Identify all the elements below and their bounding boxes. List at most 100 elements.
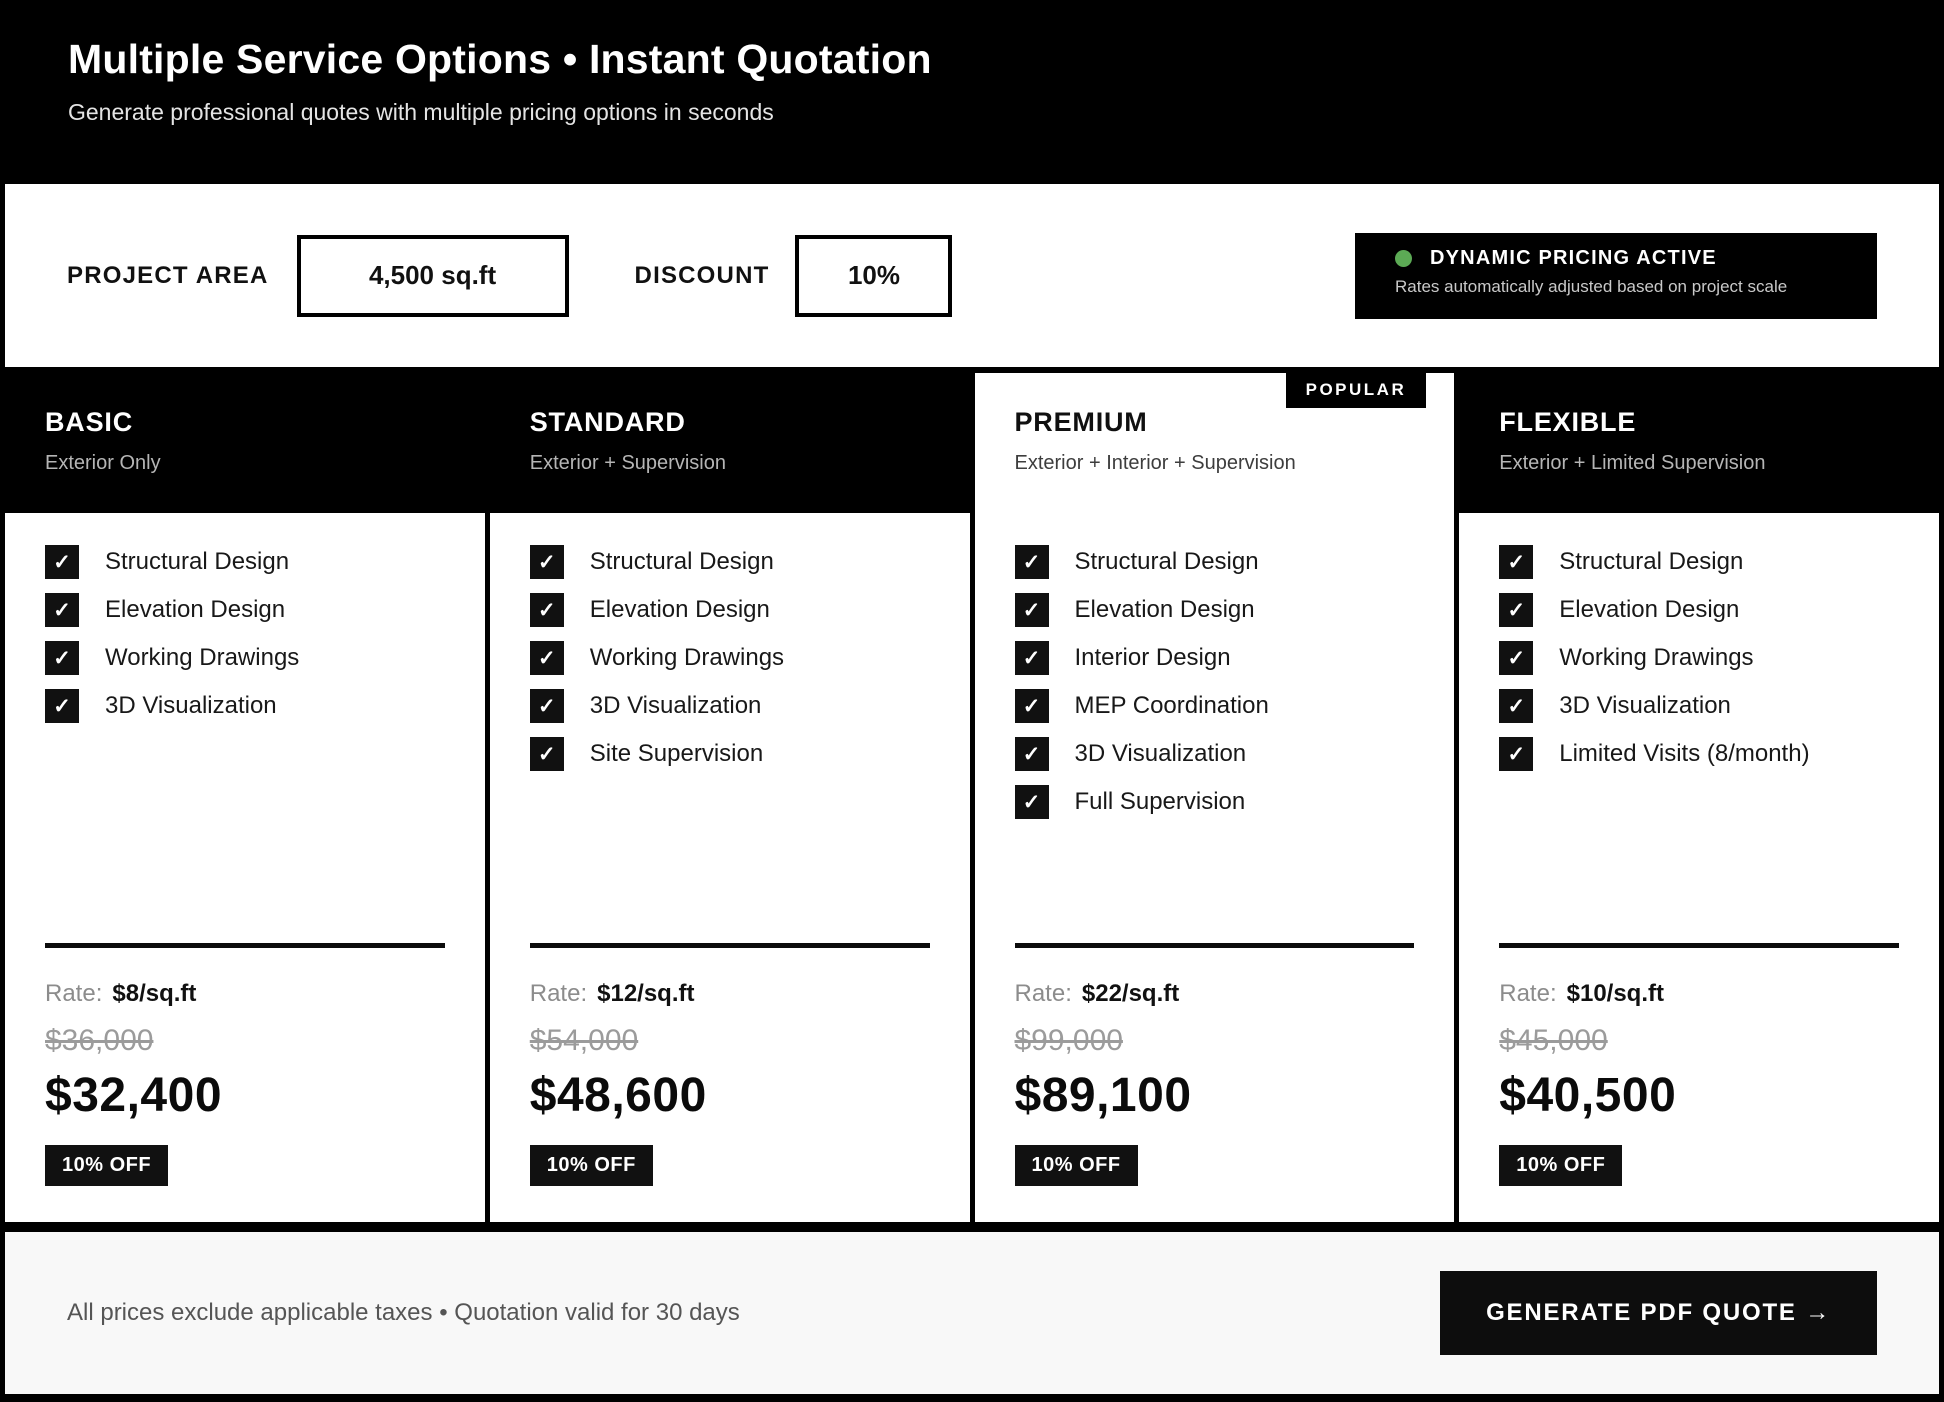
rate-label: Rate: bbox=[529, 980, 588, 1007]
feature-list: ✓ Structural Design ✓ Elevation Design ✓… bbox=[1499, 545, 1899, 785]
original-price: $99,000 bbox=[1014, 1024, 1123, 1057]
feature-label: Full Supervision bbox=[1074, 788, 1246, 815]
footer-note: All prices exclude applicable taxes • Qu… bbox=[67, 1299, 740, 1326]
divider bbox=[1499, 943, 1899, 948]
discounted-price: $32,400 bbox=[45, 1069, 223, 1122]
checkbox-checked-icon[interactable]: ✓ bbox=[529, 545, 564, 579]
rate-line: Rate: $10/sq.ft bbox=[1499, 980, 1899, 1008]
plan-title: STANDARD bbox=[529, 407, 686, 437]
checkbox-checked-icon[interactable]: ✓ bbox=[1014, 785, 1049, 819]
rate-value: $12/sq.ft bbox=[597, 980, 695, 1007]
feature-row: ✓ Working Drawings bbox=[529, 641, 930, 675]
plan-header: STANDARD Exterior + Supervision bbox=[490, 373, 970, 513]
checkbox-checked-icon[interactable]: ✓ bbox=[529, 641, 564, 675]
feature-row: ✓ Structural Design bbox=[1014, 545, 1415, 579]
feature-label: 3D Visualization bbox=[105, 692, 277, 719]
feature-label: 3D Visualization bbox=[1559, 692, 1731, 719]
plan-body: ✓ Structural Design ✓ Elevation Design ✓… bbox=[974, 513, 1455, 1222]
footer-bar: All prices exclude applicable taxes • Qu… bbox=[5, 1232, 1939, 1394]
feature-row: ✓ 3D Visualization bbox=[1014, 737, 1415, 771]
spacer bbox=[530, 785, 930, 943]
feature-row: ✓ Structural Design bbox=[529, 545, 930, 579]
rate-label: Rate: bbox=[1014, 980, 1072, 1007]
checkbox-checked-icon[interactable]: ✓ bbox=[1499, 593, 1534, 627]
discounted-price: $89,100 bbox=[1014, 1069, 1192, 1122]
dynamic-pricing-subtitle: Rates automatically adjusted based on pr… bbox=[1395, 276, 1788, 296]
feature-row: ✓ 3D Visualization bbox=[1499, 689, 1899, 723]
checkbox-checked-icon[interactable]: ✓ bbox=[1499, 641, 1534, 675]
feature-label: Elevation Design bbox=[589, 596, 770, 623]
feature-row: ✓ 3D Visualization bbox=[529, 689, 930, 723]
checkbox-checked-icon[interactable]: ✓ bbox=[529, 689, 564, 723]
feature-list: ✓ Structural Design ✓ Elevation Design ✓… bbox=[45, 545, 445, 737]
divider bbox=[529, 943, 930, 948]
feature-row: ✓ Elevation Design bbox=[1499, 593, 1899, 627]
checkbox-checked-icon[interactable]: ✓ bbox=[1499, 689, 1534, 723]
feature-label: Working Drawings bbox=[589, 644, 785, 671]
feature-row: ✓ Elevation Design bbox=[45, 593, 445, 627]
feature-label: MEP Coordination bbox=[1074, 692, 1269, 719]
feature-row: ✓ Full Supervision bbox=[1014, 785, 1415, 819]
feature-row: ✓ Interior Design bbox=[1014, 641, 1415, 675]
generate-pdf-quote-button[interactable]: GENERATE PDF QUOTE → bbox=[1440, 1271, 1877, 1355]
spacer bbox=[1499, 785, 1899, 943]
project-area-input[interactable] bbox=[296, 234, 569, 317]
plan-column-premium[interactable]: POPULAR PREMIUM Exterior + Interior + Su… bbox=[974, 373, 1455, 1222]
discounted-price: $48,600 bbox=[529, 1069, 707, 1122]
checkbox-checked-icon[interactable]: ✓ bbox=[1014, 641, 1049, 675]
checkbox-checked-icon[interactable]: ✓ bbox=[1499, 545, 1534, 579]
discount-off-badge: 10% OFF bbox=[1014, 1145, 1138, 1186]
discount-off-badge: 10% OFF bbox=[1499, 1145, 1623, 1186]
discount-input[interactable] bbox=[795, 234, 953, 317]
feature-row: ✓ Site Supervision bbox=[529, 737, 930, 771]
plan-title: BASIC bbox=[45, 407, 134, 437]
feature-row: ✓ MEP Coordination bbox=[1014, 689, 1415, 723]
checkbox-checked-icon[interactable]: ✓ bbox=[1014, 593, 1049, 627]
feature-label: 3D Visualization bbox=[1074, 740, 1247, 767]
feature-label: Site Supervision bbox=[589, 740, 764, 767]
checkbox-checked-icon[interactable]: ✓ bbox=[1499, 737, 1534, 771]
plan-subtitle: Exterior + Interior + Supervision bbox=[1014, 452, 1296, 474]
plan-body: ✓ Structural Design ✓ Elevation Design ✓… bbox=[5, 513, 485, 1222]
divider bbox=[45, 943, 445, 948]
spacer bbox=[45, 737, 445, 943]
plan-title: PREMIUM bbox=[1014, 407, 1148, 437]
checkbox-checked-icon[interactable]: ✓ bbox=[1014, 689, 1049, 723]
rate-line: Rate: $12/sq.ft bbox=[530, 980, 930, 1008]
plan-subtitle: Exterior + Supervision bbox=[529, 452, 726, 474]
page-header: Multiple Service Options • Instant Quota… bbox=[0, 0, 1944, 184]
status-dot-icon bbox=[1395, 249, 1412, 267]
checkbox-checked-icon[interactable]: ✓ bbox=[45, 641, 79, 675]
rate-value: $22/sq.ft bbox=[1081, 980, 1180, 1007]
feature-row: ✓ Structural Design bbox=[45, 545, 445, 579]
rate-label: Rate: bbox=[45, 980, 103, 1007]
feature-list: ✓ Structural Design ✓ Elevation Design ✓… bbox=[529, 545, 930, 785]
page-title: Multiple Service Options • Instant Quota… bbox=[68, 36, 932, 82]
feature-row: ✓ Elevation Design bbox=[529, 593, 930, 627]
feature-row: ✓ 3D Visualization bbox=[45, 689, 445, 723]
checkbox-checked-icon[interactable]: ✓ bbox=[45, 689, 79, 723]
project-area-label: PROJECT AREA bbox=[67, 261, 269, 289]
plan-column-basic[interactable]: BASIC Exterior Only ✓ Structural Design … bbox=[5, 373, 485, 1222]
feature-label: Structural Design bbox=[1074, 548, 1259, 575]
checkbox-checked-icon[interactable]: ✓ bbox=[529, 593, 564, 627]
original-price: $54,000 bbox=[529, 1024, 639, 1057]
popular-badge: POPULAR bbox=[1285, 373, 1427, 408]
checkbox-checked-icon[interactable]: ✓ bbox=[529, 737, 564, 771]
plan-column-flexible[interactable]: FLEXIBLE Exterior + Limited Supervision … bbox=[1459, 373, 1939, 1222]
checkbox-checked-icon[interactable]: ✓ bbox=[45, 545, 79, 579]
feature-label: Elevation Design bbox=[105, 596, 286, 623]
checkbox-checked-icon[interactable]: ✓ bbox=[1014, 545, 1049, 579]
plan-column-standard[interactable]: STANDARD Exterior + Supervision ✓ Struct… bbox=[489, 373, 970, 1222]
checkbox-checked-icon[interactable]: ✓ bbox=[1014, 737, 1049, 771]
feature-label: Elevation Design bbox=[1559, 596, 1740, 623]
feature-label: Elevation Design bbox=[1074, 596, 1255, 623]
feature-label: Structural Design bbox=[105, 548, 290, 575]
rate-label: Rate: bbox=[1499, 980, 1557, 1007]
feature-label: 3D Visualization bbox=[589, 692, 762, 719]
checkbox-checked-icon[interactable]: ✓ bbox=[45, 593, 79, 627]
page-subtitle: Generate professional quotes with multip… bbox=[68, 99, 774, 125]
plan-body: ✓ Structural Design ✓ Elevation Design ✓… bbox=[489, 513, 970, 1222]
plans-grid: BASIC Exterior Only ✓ Structural Design … bbox=[0, 367, 1944, 1222]
feature-list: ✓ Structural Design ✓ Elevation Design ✓… bbox=[1014, 545, 1415, 833]
